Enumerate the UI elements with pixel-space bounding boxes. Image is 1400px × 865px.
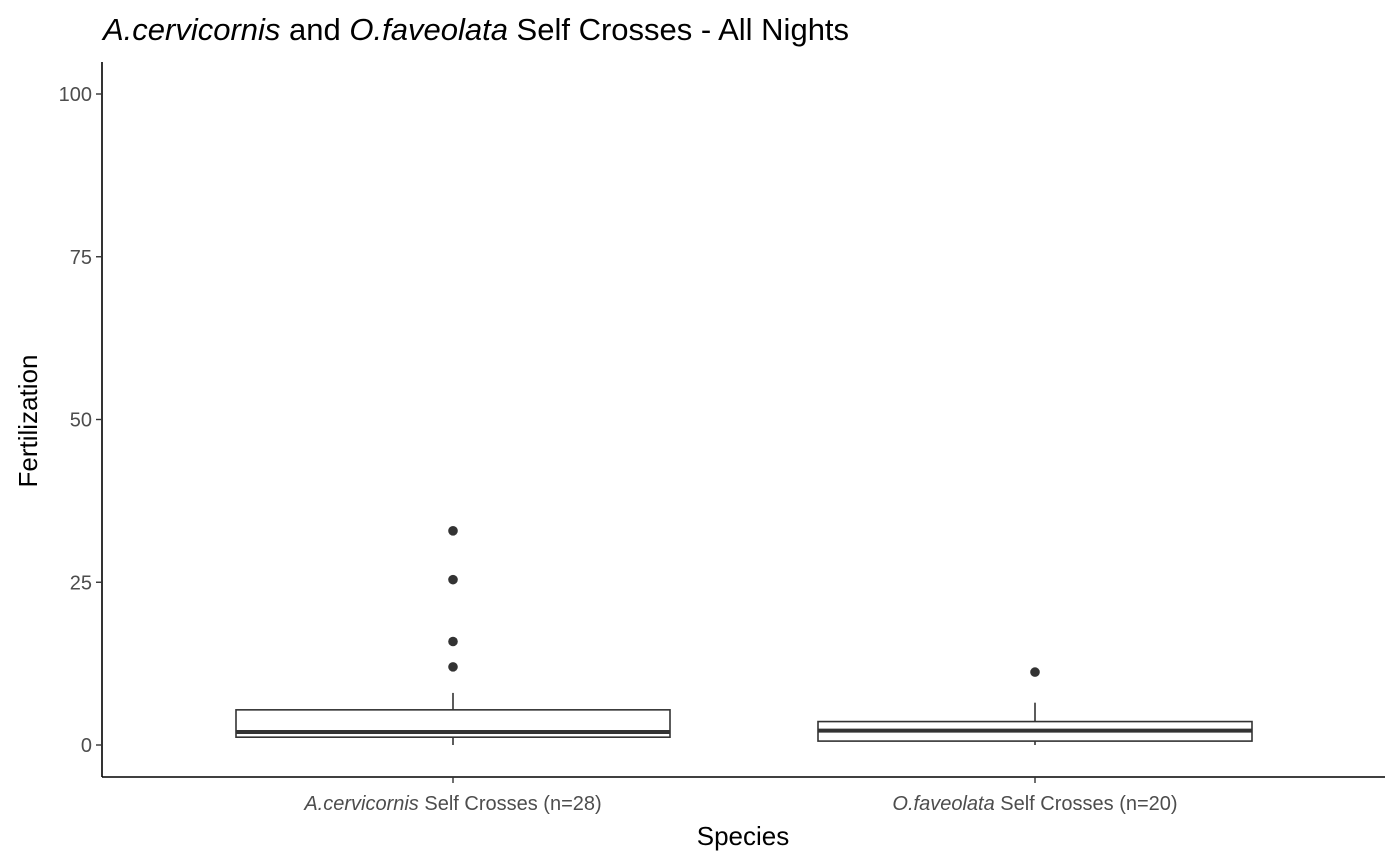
x-tick-label: A.cervicornis Self Crosses (n=28) [303, 793, 601, 815]
y-tick-label: 100 [59, 84, 92, 106]
x-axis-title: Species [697, 821, 790, 851]
chart-title-part-3: Self Crosses - All Nights [508, 12, 849, 47]
chart-title: A.cervicornis and O.faveolata Self Cross… [101, 12, 849, 47]
x-axis-ticks: A.cervicornis Self Crosses (n=28) O.faveo… [303, 777, 1178, 815]
outlier-point [1030, 667, 1040, 677]
x-tick-label-0-part-0: A.cervicornis [303, 793, 418, 815]
plot-marks [235, 526, 1253, 745]
y-tick-label: 50 [70, 410, 92, 432]
x-tick-label-1-part-0: O.faveolata [892, 793, 994, 815]
outlier-point [448, 662, 458, 672]
boxplot-0 [235, 526, 671, 745]
x-tick-label-1-part-1: Self Crosses (n=20) [995, 793, 1178, 815]
x-tick-label: O.faveolata Self Crosses (n=20) [892, 793, 1177, 815]
y-tick-label: 0 [81, 735, 92, 757]
outlier-point [448, 574, 458, 585]
chart-title-part-2: O.faveolata [349, 12, 508, 47]
chart-title-part-1: and [280, 12, 349, 47]
chart-title-part-0: A.cervicornis [101, 12, 280, 47]
y-axis-ticks: 0 25 50 75 100 [59, 84, 102, 757]
x-tick-label-0-part-1: Self Crosses (n=28) [419, 793, 602, 815]
outlier-point [448, 636, 458, 647]
outlier-point [448, 526, 458, 536]
boxplot-1 [817, 667, 1253, 745]
y-axis-title: Fertilization [13, 355, 43, 488]
y-tick-label: 25 [70, 572, 92, 594]
y-tick-label: 75 [70, 247, 92, 269]
